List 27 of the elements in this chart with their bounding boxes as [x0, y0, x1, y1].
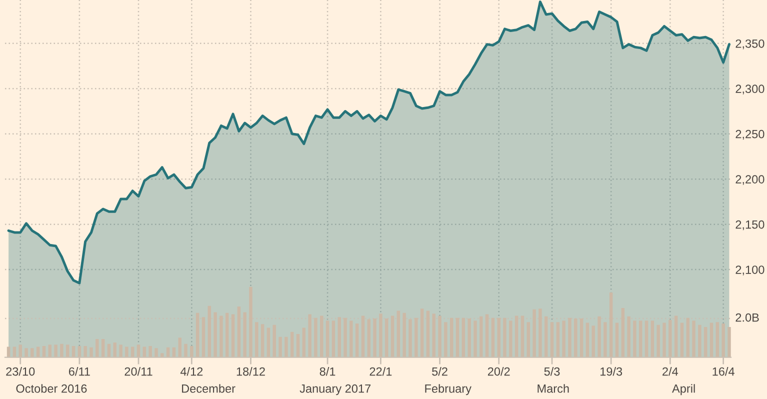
y-tick-label: 2,350: [736, 39, 764, 50]
x-tick-label: 5/2: [432, 367, 448, 376]
text: December: [182, 384, 236, 393]
x-tick-label: 18/12: [236, 367, 265, 376]
x-tick-label: 23/10: [6, 367, 35, 376]
y-tick-label: 2,200: [736, 175, 764, 185]
text: April: [672, 384, 695, 396]
x-tick-label: 20/2: [488, 367, 510, 376]
x-tick-label: 2/4: [662, 367, 678, 376]
text: October 2016: [16, 384, 87, 393]
x-tick-label: 19/3: [600, 367, 622, 376]
bar: [728, 326, 731, 358]
x-tick-label: 22/1: [370, 367, 392, 376]
y-tick-label: 2,300: [736, 84, 764, 94]
x-tick-label: 8/1: [320, 367, 336, 376]
y-tick-label: 2,250: [736, 130, 764, 140]
text: January 2017: [300, 384, 371, 396]
x-tick-label: 16/4: [712, 367, 734, 376]
x-tick-label: 4/12: [180, 367, 203, 376]
x-tick-label: 6/11: [68, 367, 90, 376]
text: February: [425, 384, 472, 396]
text: March: [538, 384, 569, 393]
x-tick-label: 5/3: [544, 367, 560, 376]
y-tick-label: 2,100: [736, 266, 764, 276]
ref-line-label: 2.0B: [736, 313, 759, 322]
y-tick-label: 2,150: [736, 220, 764, 230]
x-tick-label: 20/11: [124, 367, 152, 376]
